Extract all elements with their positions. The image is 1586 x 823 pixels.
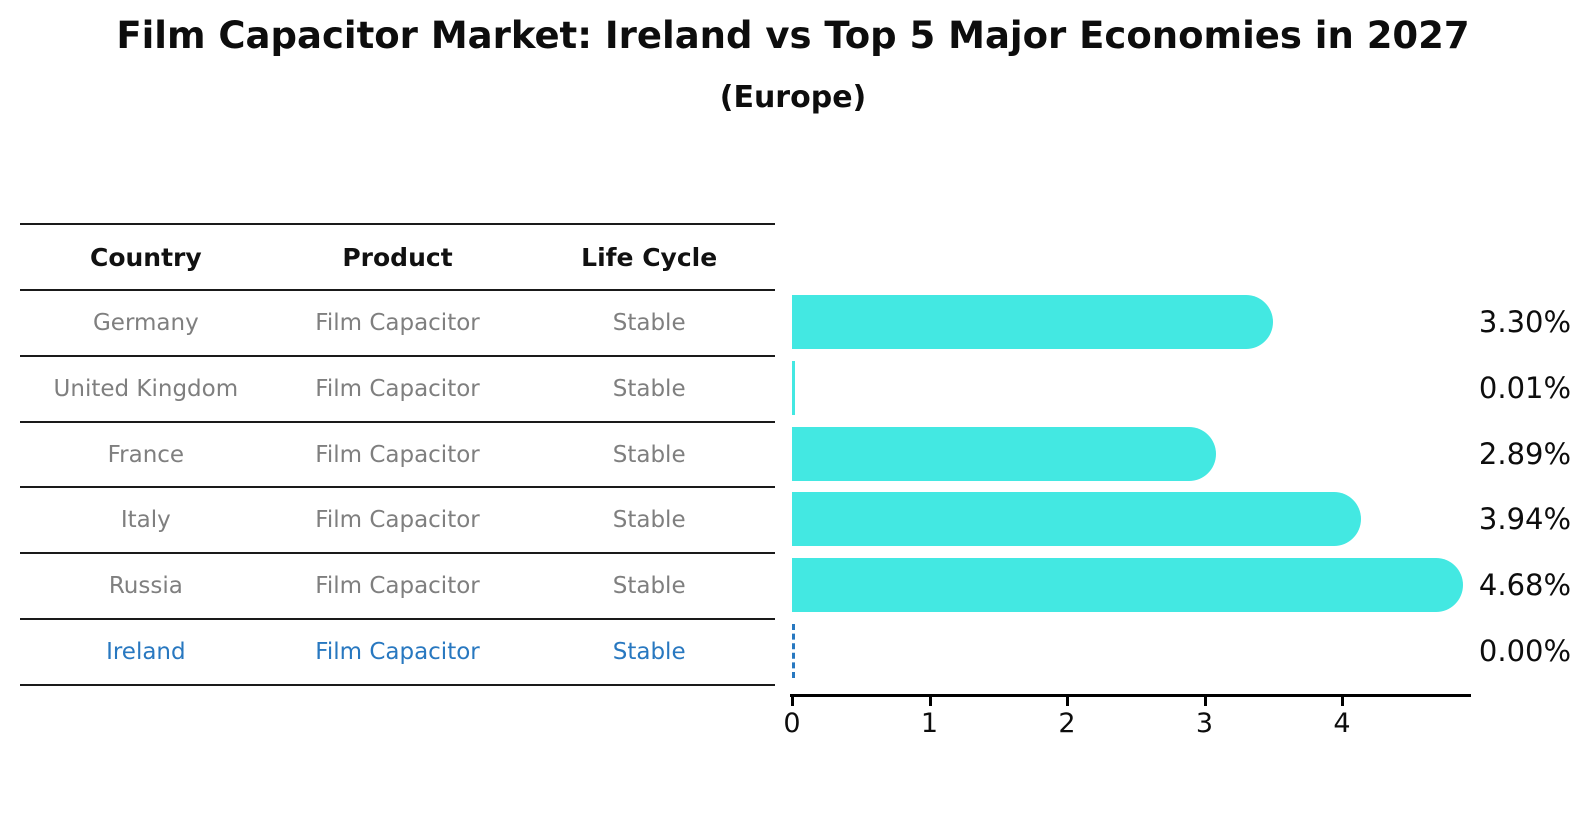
x-tick-label-1: 1 bbox=[920, 708, 939, 739]
column-header-product: Product bbox=[342, 242, 453, 272]
x-tick-label-0: 0 bbox=[783, 708, 801, 739]
column-header-life-cycle: Life Cycle bbox=[581, 242, 718, 272]
life-cycle-cell: Stable bbox=[612, 639, 686, 666]
x-tick-label-2: 2 bbox=[1058, 708, 1076, 739]
bar-ireland bbox=[792, 624, 795, 679]
product-cell: Film Capacitor bbox=[315, 573, 480, 600]
value-label-france: 2.89% bbox=[1478, 436, 1572, 471]
value-label-russia: 4.68% bbox=[1478, 568, 1572, 603]
life-cycle-cell: Stable bbox=[612, 375, 686, 402]
column-header-country: Country bbox=[89, 242, 202, 272]
value-label-united-kingdom: 0.01% bbox=[1478, 370, 1572, 405]
x-tick-mark-1 bbox=[928, 697, 932, 706]
country-cell: Germany bbox=[92, 309, 199, 336]
table-row: Italy Film Capacitor Stable bbox=[20, 488, 775, 555]
data-table: Country Product Life Cycle Germany Film … bbox=[20, 223, 775, 686]
bar-united-kingdom bbox=[792, 360, 795, 415]
product-cell: Film Capacitor bbox=[315, 375, 480, 402]
life-cycle-cell: Stable bbox=[612, 573, 686, 600]
value-label-germany: 3.30% bbox=[1478, 304, 1572, 339]
bar-germany bbox=[792, 294, 1273, 349]
x-tick-mark-0 bbox=[791, 697, 794, 706]
table-row: Ireland Film Capacitor Stable bbox=[20, 620, 775, 686]
product-cell: Film Capacitor bbox=[315, 639, 480, 666]
table-row: United Kingdom Film Capacitor Stable bbox=[20, 357, 775, 423]
table-header-row: Country Product Life Cycle bbox=[20, 225, 775, 291]
chart-subtitle: (Europe) bbox=[719, 80, 867, 115]
table-row: France Film Capacitor Stable bbox=[20, 423, 775, 489]
bar-russia bbox=[792, 558, 1463, 613]
country-cell: Ireland bbox=[106, 639, 186, 666]
x-tick-mark-4 bbox=[1341, 697, 1344, 706]
country-cell: Russia bbox=[108, 573, 183, 600]
value-label-italy: 3.94% bbox=[1478, 502, 1572, 537]
bar-italy bbox=[792, 492, 1361, 547]
bar-france bbox=[792, 426, 1217, 481]
table-row: Germany Film Capacitor Stable bbox=[20, 291, 775, 357]
country-cell: France bbox=[107, 441, 185, 468]
country-cell: Italy bbox=[120, 507, 171, 534]
x-tick-label-3: 3 bbox=[1195, 708, 1214, 739]
product-cell: Film Capacitor bbox=[315, 441, 480, 468]
x-tick-mark-2 bbox=[1066, 697, 1069, 706]
table-body: Germany Film Capacitor Stable United Kin… bbox=[20, 291, 775, 686]
x-tick-label-4: 4 bbox=[1333, 708, 1351, 739]
table-row: Russia Film Capacitor Stable bbox=[20, 554, 775, 621]
x-axis-line bbox=[790, 694, 1471, 697]
value-label-ireland: 0.00% bbox=[1478, 634, 1572, 669]
product-cell: Film Capacitor bbox=[315, 309, 480, 336]
x-tick-mark-3 bbox=[1203, 697, 1207, 706]
life-cycle-cell: Stable bbox=[612, 441, 686, 468]
country-cell: United Kingdom bbox=[53, 375, 239, 402]
chart-title: Film Capacitor Market: Ireland vs Top 5 … bbox=[116, 14, 1470, 57]
life-cycle-cell: Stable bbox=[612, 309, 686, 336]
product-cell: Film Capacitor bbox=[315, 507, 480, 534]
life-cycle-cell: Stable bbox=[612, 507, 686, 534]
